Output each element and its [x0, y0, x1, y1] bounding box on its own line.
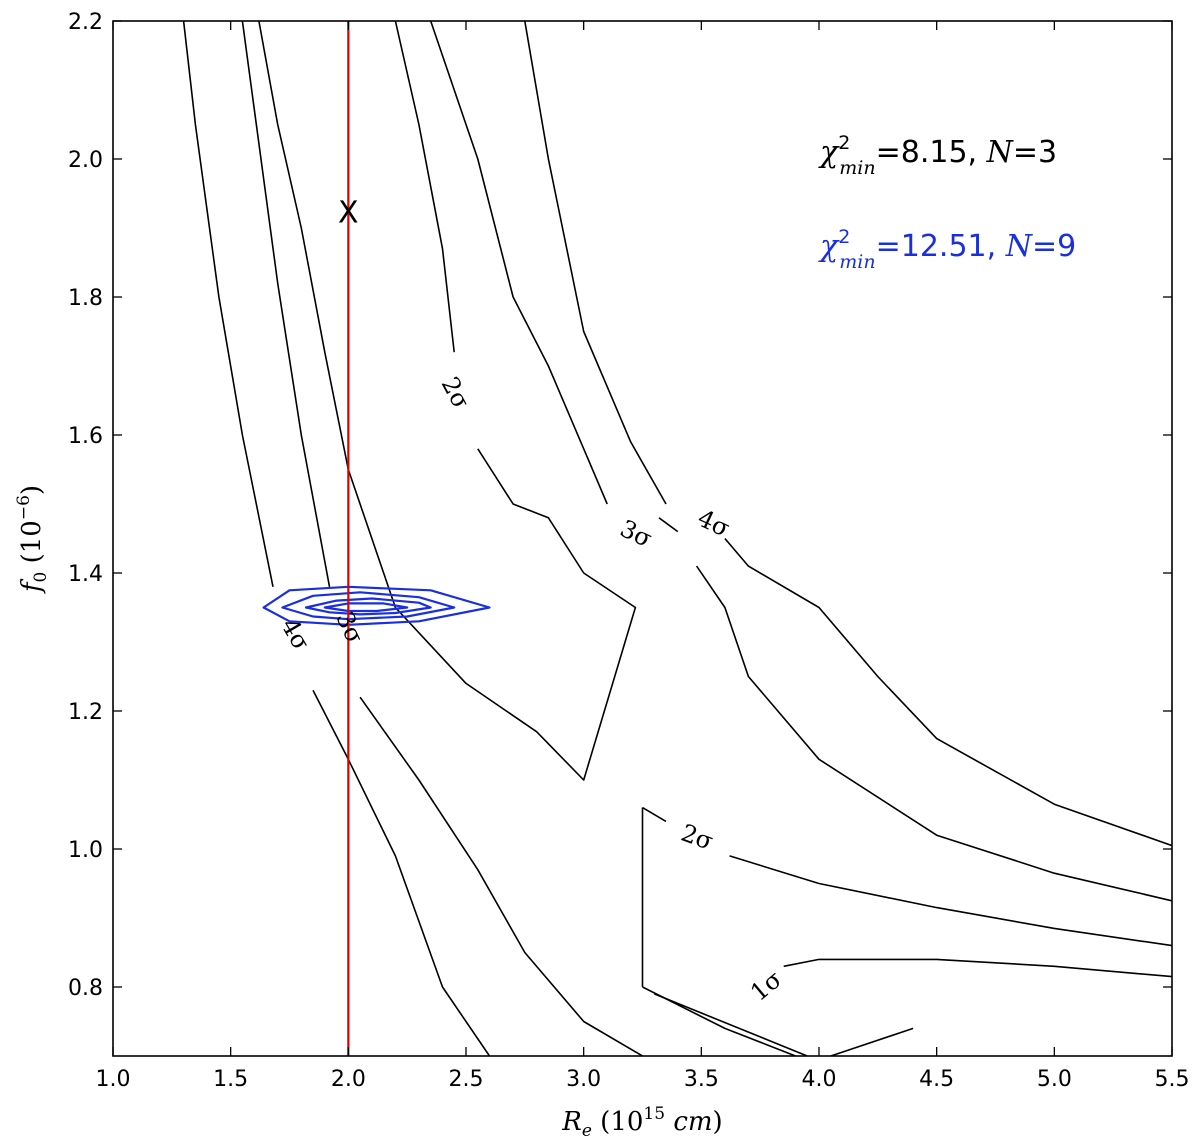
x-tick-label-4: 3.0	[566, 1067, 601, 1092]
contour-line-6	[830, 1027, 914, 1056]
contour-line-14	[724, 537, 1172, 847]
y-tick-label-2: 1.2	[68, 700, 103, 725]
y-tick-label-7: 2.2	[68, 10, 103, 35]
contour-line-9	[658, 517, 679, 533]
contour-label-7: 2σ	[436, 372, 476, 413]
blue-contour-18	[262, 585, 491, 626]
y-tick-label-3: 1.4	[68, 562, 103, 587]
x-tick-label-6: 4.0	[802, 1067, 837, 1092]
y-tick-label-0: 0.8	[68, 976, 103, 1001]
blue-contour-19	[281, 591, 456, 621]
annotation-chi2-n3: χ2 min=8.15, N=3	[818, 132, 1057, 179]
x-tick-label-1: 1.5	[213, 1067, 248, 1092]
best-fit-marker: X	[338, 196, 359, 231]
contour-label-16: 4σ	[275, 614, 315, 655]
contour-line-8	[258, 21, 637, 781]
y-tick-label-6: 2.0	[68, 148, 103, 173]
contour-line-10	[429, 21, 608, 505]
plot-frame	[112, 20, 1173, 1057]
x-tick-label-3: 2.5	[449, 1067, 484, 1092]
contour-label-9: 3σ	[616, 514, 657, 553]
x-tick-label-2: 2.0	[331, 1067, 366, 1092]
x-tick-label-5: 3.5	[684, 1067, 719, 1092]
contour-label-14: 4σ	[693, 504, 734, 543]
x-tick-label-0: 1.0	[96, 1067, 131, 1092]
y-axis-label: f0 (10−6)	[14, 485, 51, 594]
contour-line-7	[394, 21, 455, 353]
annotation-chi2-n9: χ2 min=12.51, N=9	[818, 226, 1076, 273]
y-tick-label-4: 1.6	[68, 424, 103, 449]
contour-line-15	[524, 21, 667, 505]
contour-line-13	[359, 696, 643, 1056]
x-tick-label-8: 5.0	[1037, 1067, 1072, 1092]
x-tick-label-9: 5.5	[1155, 1067, 1190, 1092]
contour-line-16	[182, 21, 274, 587]
contour-line-3	[642, 806, 667, 823]
y-tick-label-1: 1.0	[68, 838, 103, 863]
contour-line-0	[783, 958, 1172, 978]
x-tick-label-7: 4.5	[919, 1067, 954, 1092]
contour-line-12	[241, 21, 331, 587]
contour-line-4	[729, 855, 1172, 947]
contour-label-2: 2σ	[677, 819, 716, 856]
contour-line-17	[312, 689, 491, 1056]
contour-label-0: 1σ	[745, 965, 787, 1007]
x-axis-label: Re (1015 cm)	[561, 1104, 722, 1141]
y-tick-label-5: 1.8	[68, 286, 103, 311]
contour-line-11	[695, 565, 1172, 902]
contour-line-5	[653, 993, 808, 1056]
